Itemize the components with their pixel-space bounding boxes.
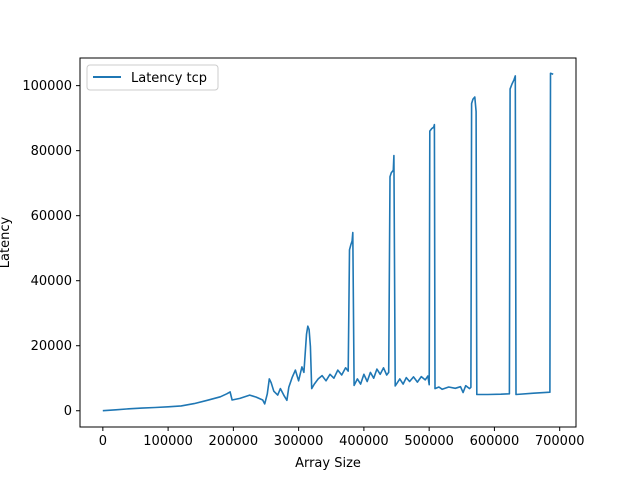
x-axis: 0 100000 200000 300000 400000 500000 600000 700… — [99, 427, 585, 449]
y-tick-label: 100000 — [22, 79, 72, 94]
y-tick-label: 20000 — [31, 339, 72, 354]
legend-label: Latency tcp — [131, 71, 207, 86]
legend: Latency tcp — [86, 64, 219, 91]
x-axis-label: Array Size — [295, 456, 361, 471]
series-line-0 — [102, 72, 554, 412]
plot-frame — [79, 57, 577, 428]
y-tick-label: 60000 — [31, 209, 72, 224]
x-tick-label: 100000 — [143, 434, 193, 449]
plot-area — [102, 72, 554, 412]
x-tick-label: 0 — [99, 434, 107, 449]
x-tick-label: 500000 — [404, 434, 454, 449]
x-tick-label: 200000 — [209, 434, 259, 449]
x-tick-label: 300000 — [274, 434, 324, 449]
x-tick-label: 700000 — [535, 434, 585, 449]
y-axis: 0 20000 40000 60000 80000 100000 — [22, 79, 80, 419]
y-tick-label: 0 — [64, 404, 72, 419]
y-tick-label: 40000 — [31, 274, 72, 289]
y-tick-label: 80000 — [31, 144, 72, 159]
y-axis-label: Latency — [0, 217, 13, 269]
x-tick-label: 600000 — [470, 434, 520, 449]
x-tick-label: 400000 — [339, 434, 389, 449]
legend-box — [86, 64, 219, 91]
